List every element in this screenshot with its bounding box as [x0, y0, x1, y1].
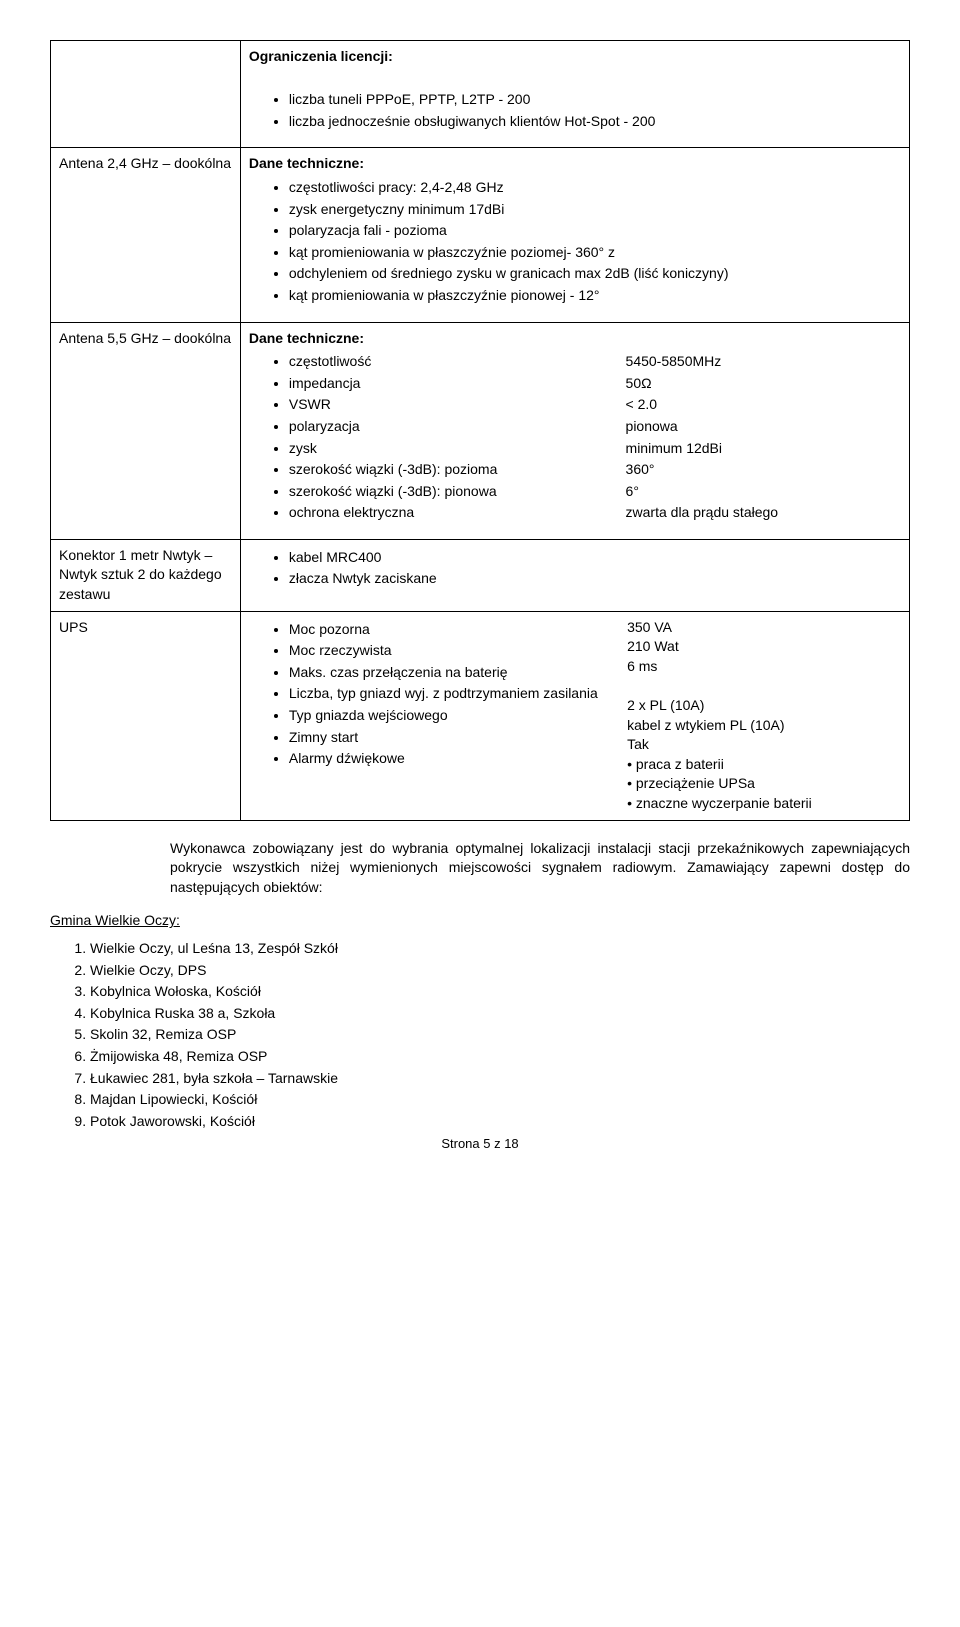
ups-val: kabel z wtykiem PL (10A) [627, 716, 901, 736]
list-item: zysk energetyczny minimum 17dBi [289, 200, 901, 220]
list-item: VSWR< 2.0 [289, 395, 901, 415]
cell-left-2: Antena 2,4 GHz – dookólna [51, 148, 241, 322]
ups-val: • przeciążenie UPSa [627, 774, 901, 794]
list-item: Wielkie Oczy, ul Leśna 13, Zespół Szkół [90, 939, 910, 959]
spec-key: zysk [289, 439, 626, 459]
list-item: złacza Nwtyk zaciskane [289, 569, 901, 589]
page-footer: Strona 5 z 18 [50, 1135, 910, 1153]
list-item: Potok Jaworowski, Kościół [90, 1112, 910, 1132]
list-item: częstotliwości pracy: 2,4-2,48 GHz [289, 178, 901, 198]
ups-right-col: 350 VA 210 Wat 6 ms 2 x PL (10A) kabel z… [627, 618, 901, 814]
row2-list: częstotliwości pracy: 2,4-2,48 GHz zysk … [249, 178, 901, 306]
list-item: Żmijowiska 48, Remiza OSP [90, 1047, 910, 1067]
ups-val: 350 VA [627, 618, 901, 638]
spec-key: częstotliwość [289, 352, 626, 372]
spec-val: 6° [626, 482, 901, 502]
spec-key: VSWR [289, 395, 626, 415]
cell-left-1 [51, 41, 241, 148]
spec-table: Ograniczenia licencji: liczba tuneli PPP… [50, 40, 910, 821]
spec-val: 50Ω [626, 374, 901, 394]
list-item: szerokość wiązki (-3dB): pionowa6° [289, 482, 901, 502]
list-item: zyskminimum 12dBi [289, 439, 901, 459]
spec-val: pionowa [626, 417, 901, 437]
spec-key: szerokość wiązki (-3dB): pionowa [289, 482, 626, 502]
list-item: kąt promieniowania w płaszczyźnie poziom… [289, 243, 901, 263]
ups-val: • znaczne wyczerpanie baterii [627, 794, 901, 814]
spec-key: impedancja [289, 374, 626, 394]
row1-heading: Ograniczenia licencji: [249, 47, 901, 67]
list-item: Moc rzeczywista [289, 641, 627, 661]
row3-list: częstotliwość5450-5850MHz impedancja50Ω … [249, 352, 901, 523]
row2-heading: Dane techniczne: [249, 154, 901, 174]
row1-list: liczba tuneli PPPoE, PPTP, L2TP - 200 li… [249, 90, 901, 131]
list-item: Wielkie Oczy, DPS [90, 961, 910, 981]
list-item: szerokość wiązki (-3dB): pozioma360° [289, 460, 901, 480]
list-item: liczba tuneli PPPoE, PPTP, L2TP - 200 [289, 90, 901, 110]
list-item: liczba jednocześnie obsługiwanych klient… [289, 112, 901, 132]
list-item: impedancja50Ω [289, 374, 901, 394]
list-item: Moc pozorna [289, 620, 627, 640]
ups-left-list: Moc pozorna Moc rzeczywista Maks. czas p… [249, 620, 627, 769]
list-item: Kobylnica Ruska 38 a, Szkoła [90, 1004, 910, 1024]
list-item: Liczba, typ gniazd wyj. z podtrzymaniem … [289, 684, 627, 704]
list-item: polaryzacjapionowa [289, 417, 901, 437]
spec-key: polaryzacja [289, 417, 626, 437]
list-item: Majdan Lipowiecki, Kościół [90, 1090, 910, 1110]
cell-right-3: Dane techniczne: częstotliwość5450-5850M… [240, 322, 909, 539]
cell-left-5: UPS [51, 611, 241, 820]
list-item: Kobylnica Wołoska, Kościół [90, 982, 910, 1002]
spec-val: minimum 12dBi [626, 439, 901, 459]
spec-val: < 2.0 [626, 395, 901, 415]
list-item: polaryzacja fali - pozioma [289, 221, 901, 241]
list-item: Skolin 32, Remiza OSP [90, 1025, 910, 1045]
cell-right-1: Ograniczenia licencji: liczba tuneli PPP… [240, 41, 909, 148]
list-item: częstotliwość5450-5850MHz [289, 352, 901, 372]
cell-right-2: Dane techniczne: częstotliwości pracy: 2… [240, 148, 909, 322]
body-paragraph: Wykonawca zobowiązany jest do wybrania o… [170, 839, 910, 898]
numbered-list: Wielkie Oczy, ul Leśna 13, Zespół Szkół … [50, 939, 910, 1131]
list-item: odchyleniem od średniego zysku w granica… [289, 264, 901, 284]
list-item: kąt promieniowania w płaszczyźnie pionow… [289, 286, 901, 306]
ups-val: 2 x PL (10A) [627, 696, 901, 716]
list-item: kabel MRC400 [289, 548, 901, 568]
spec-val: 360° [626, 460, 901, 480]
spec-val: zwarta dla prądu stałego [626, 503, 901, 523]
cell-right-5: Moc pozorna Moc rzeczywista Maks. czas p… [240, 611, 909, 820]
list-item: Maks. czas przełączenia na baterię [289, 663, 627, 683]
section-heading: Gmina Wielkie Oczy: [50, 911, 910, 931]
list-item: Typ gniazda wejściowego [289, 706, 627, 726]
cell-left-3: Antena 5,5 GHz – dookólna [51, 322, 241, 539]
spec-val: 5450-5850MHz [626, 352, 901, 372]
spec-key: ochrona elektryczna [289, 503, 626, 523]
ups-val: Tak [627, 735, 901, 755]
cell-left-4: Konektor 1 metr Nwtyk – Nwtyk sztuk 2 do… [51, 539, 241, 611]
row3-heading: Dane techniczne: [249, 329, 901, 349]
row4-list: kabel MRC400 złacza Nwtyk zaciskane [249, 548, 901, 589]
list-item: Łukawiec 281, była szkoła – Tarnawskie [90, 1069, 910, 1089]
cell-right-4: kabel MRC400 złacza Nwtyk zaciskane [240, 539, 909, 611]
ups-val: • praca z baterii [627, 755, 901, 775]
list-item: ochrona elektrycznazwarta dla prądu stał… [289, 503, 901, 523]
list-item: Alarmy dźwiękowe [289, 749, 627, 769]
list-item: Zimny start [289, 728, 627, 748]
ups-val: 210 Wat [627, 637, 901, 657]
ups-val: 6 ms [627, 657, 901, 677]
spec-key: szerokość wiązki (-3dB): pozioma [289, 460, 626, 480]
